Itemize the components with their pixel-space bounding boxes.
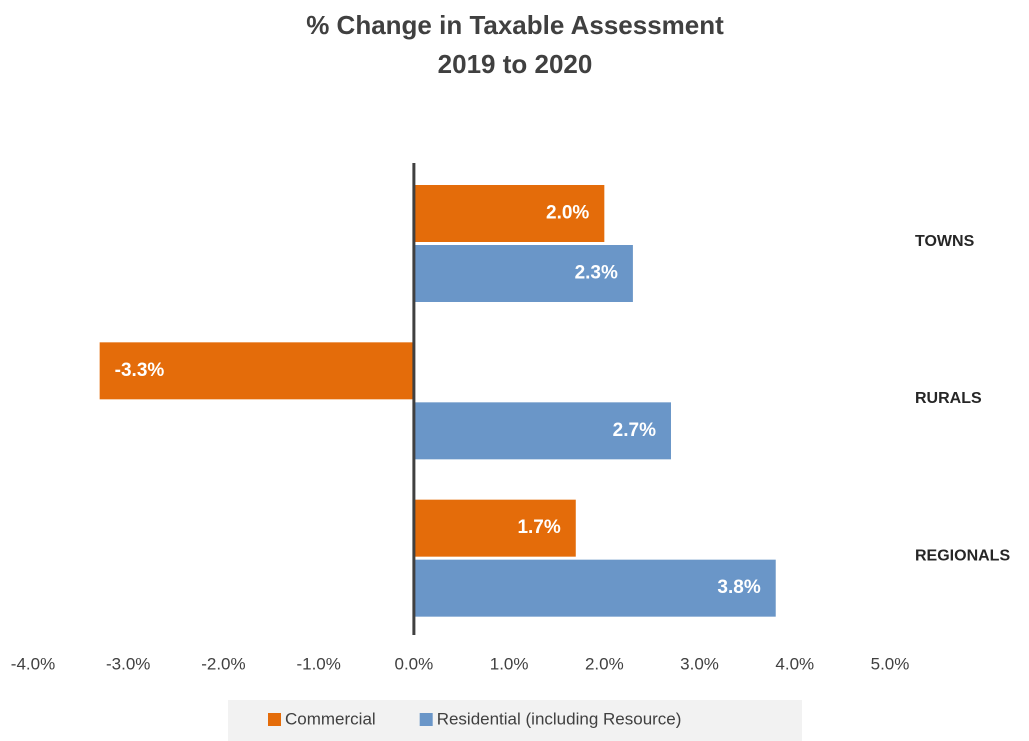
data-label: 2.3% — [575, 263, 618, 284]
x-tick-label: 5.0% — [871, 654, 910, 673]
x-tick-label: -4.0% — [11, 654, 55, 673]
bar — [99, 342, 414, 400]
chart-title: % Change in Taxable Assessment — [306, 10, 724, 40]
x-tick-label: -3.0% — [106, 654, 150, 673]
x-tick-label: 3.0% — [680, 654, 719, 673]
legend-box — [228, 700, 802, 741]
bar — [413, 402, 671, 460]
data-label: 2.7% — [613, 420, 656, 441]
legend-swatch — [268, 713, 281, 726]
x-tick-label: 4.0% — [775, 654, 814, 673]
data-label: 1.7% — [517, 517, 560, 538]
x-tick-label: 0.0% — [395, 654, 434, 673]
legend-swatch — [419, 713, 433, 726]
category-label: TOWNS — [915, 233, 975, 250]
bar — [413, 185, 605, 242]
x-tick-label: -1.0% — [296, 654, 340, 673]
category-label: RURALS — [915, 390, 982, 407]
category-label: REGIONALS — [915, 548, 1010, 565]
x-tick-label: 1.0% — [490, 654, 529, 673]
legend-label: Residential (including Resource) — [437, 709, 682, 728]
data-label: -3.3% — [115, 360, 165, 381]
data-label: 2.0% — [546, 203, 589, 224]
bar — [413, 559, 776, 617]
chart-title: 2019 to 2020 — [438, 49, 593, 79]
x-tick-label: -2.0% — [201, 654, 245, 673]
legend-label: Commercial — [285, 709, 376, 728]
x-tick-label: 2.0% — [585, 654, 624, 673]
bar — [413, 499, 576, 557]
data-label: 3.8% — [717, 577, 760, 598]
bar — [413, 245, 633, 302]
